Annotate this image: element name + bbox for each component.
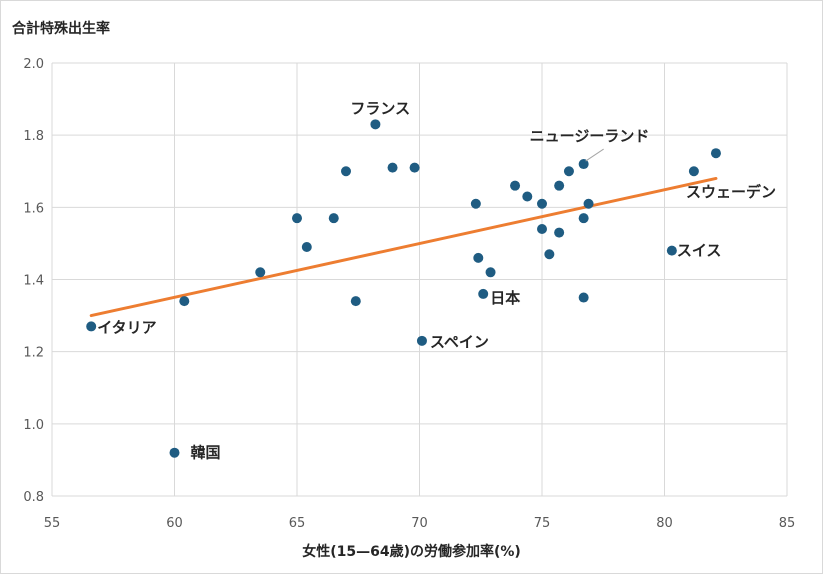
data-point xyxy=(544,249,555,260)
data-point xyxy=(328,213,339,224)
data-label: スウェーデン xyxy=(686,183,776,201)
y-tick-label: 1.4 xyxy=(23,274,44,289)
data-point xyxy=(341,166,351,177)
data-point xyxy=(537,223,547,234)
data-point xyxy=(255,267,266,278)
data-point xyxy=(473,252,484,263)
x-tick-label: 80 xyxy=(656,516,673,531)
x-tick-label: 70 xyxy=(411,516,428,531)
data-point xyxy=(179,296,190,307)
trendline xyxy=(89,176,718,318)
data-point xyxy=(554,180,565,191)
data-label: スペイン xyxy=(430,333,489,351)
x-tick-label: 65 xyxy=(289,516,306,531)
data-point xyxy=(301,242,312,253)
data-point xyxy=(485,267,496,278)
y-tick-label: 0.8 xyxy=(23,490,44,505)
y-axis-title: 合計特殊出生率 xyxy=(12,21,110,37)
y-tick-label: 1.8 xyxy=(23,129,44,144)
data-point xyxy=(563,166,574,177)
x-axis-title: 女性(15—64歳)の労働参加率(%) xyxy=(302,544,521,560)
x-tick-label: 85 xyxy=(779,516,796,531)
data-point xyxy=(370,119,381,130)
label-leader-line xyxy=(585,148,604,162)
data-point xyxy=(470,198,481,209)
x-tick-label: 55 xyxy=(44,516,61,531)
data-point xyxy=(583,198,594,209)
data-point xyxy=(666,245,677,256)
data-point xyxy=(688,166,699,177)
data-label: スイス xyxy=(677,242,722,260)
y-tick-label: 1.6 xyxy=(23,201,44,216)
data-label: 日本 xyxy=(490,289,520,307)
data-point xyxy=(510,180,521,191)
data-label: フランス xyxy=(350,99,410,117)
data-point xyxy=(387,162,398,173)
data-label: 韓国 xyxy=(191,444,221,462)
data-point xyxy=(578,292,589,303)
data-point xyxy=(409,162,420,173)
y-tick-label: 2.0 xyxy=(23,57,44,72)
data-point xyxy=(416,335,427,346)
y-tick-label: 1.2 xyxy=(23,346,44,361)
data-point xyxy=(578,159,589,170)
data-point xyxy=(578,213,589,224)
data-point xyxy=(554,227,565,238)
data-label: イタリア xyxy=(97,318,156,336)
data-point xyxy=(522,191,533,202)
data-point xyxy=(350,296,361,307)
data-point xyxy=(292,213,302,224)
data-point xyxy=(537,198,547,209)
data-point xyxy=(478,288,489,299)
data-point xyxy=(169,447,180,458)
y-tick-label: 1.0 xyxy=(23,418,44,433)
data-point xyxy=(710,148,721,159)
x-tick-label: 60 xyxy=(166,516,183,531)
data-label: ニュージーランド xyxy=(530,127,650,145)
data-point xyxy=(86,321,97,332)
x-tick-label: 75 xyxy=(534,516,551,531)
